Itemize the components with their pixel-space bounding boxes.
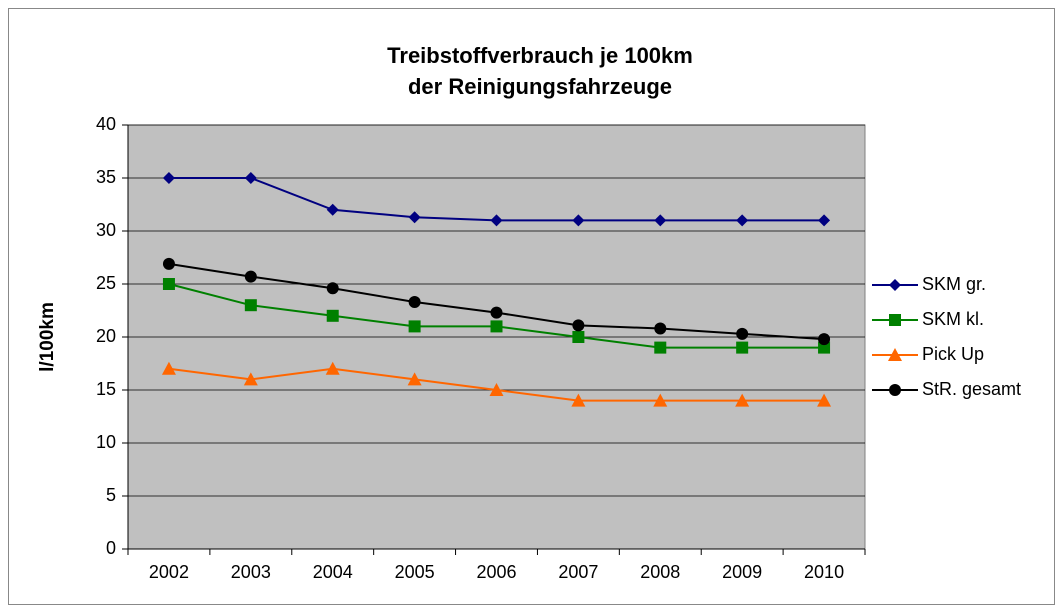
marker: [490, 214, 503, 227]
marker: [326, 282, 339, 295]
marker: [161, 361, 176, 375]
marker: [326, 203, 339, 216]
x-tick-label: 2003: [231, 562, 271, 582]
chart-title: Treibstoffverbrauch je 100km: [387, 43, 693, 68]
legend-label: Pick Up: [922, 344, 984, 364]
marker: [489, 383, 504, 396]
marker: [736, 341, 749, 354]
marker: [889, 314, 901, 326]
y-tick-label: 30: [96, 220, 116, 240]
marker: [490, 306, 503, 319]
x-tick-label: 2006: [476, 562, 516, 582]
marker: [736, 327, 749, 340]
marker: [244, 270, 257, 283]
marker: [818, 214, 831, 227]
marker: [244, 299, 257, 312]
marker: [653, 393, 668, 407]
marker: [408, 296, 421, 309]
x-tick-label: 2007: [558, 562, 598, 582]
marker: [407, 372, 422, 386]
marker: [889, 384, 901, 396]
y-tick-label: 20: [96, 326, 116, 346]
x-tick-label: 2010: [804, 562, 844, 582]
legend-label: StR. gesamt: [922, 379, 1021, 399]
marker: [325, 361, 340, 375]
marker: [244, 172, 257, 184]
y-tick-label: 35: [96, 167, 116, 187]
marker: [162, 172, 175, 184]
marker: [888, 348, 902, 361]
marker: [654, 322, 667, 335]
marker: [654, 214, 667, 227]
marker: [654, 341, 667, 354]
x-tick-label: 2008: [640, 562, 680, 582]
marker: [735, 393, 750, 407]
chart-title: der Reinigungsfahrzeuge: [408, 74, 672, 99]
y-axis-label: l/100km: [37, 302, 58, 372]
x-tick-label: 2009: [722, 562, 762, 582]
marker: [408, 211, 421, 224]
y-tick-label: 10: [96, 432, 116, 452]
marker: [162, 278, 175, 290]
legend-label: SKM gr.: [922, 274, 986, 294]
x-tick-label: 2004: [313, 562, 353, 582]
marker: [818, 341, 831, 354]
marker: [572, 214, 585, 227]
x-tick-label: 2002: [149, 562, 189, 582]
marker: [818, 333, 831, 346]
y-tick-label: 0: [106, 538, 116, 558]
marker: [490, 320, 503, 333]
y-tick-label: 40: [96, 114, 116, 134]
marker: [326, 309, 339, 322]
marker: [162, 257, 175, 270]
marker: [817, 393, 832, 407]
marker: [572, 319, 585, 332]
legend-label: SKM kl.: [922, 309, 984, 329]
marker: [572, 331, 585, 343]
y-tick-label: 5: [106, 485, 116, 505]
marker: [889, 279, 901, 291]
y-tick-label: 25: [96, 273, 116, 293]
marker: [571, 393, 586, 407]
y-tick-label: 15: [96, 379, 116, 399]
marker: [408, 320, 421, 333]
marker: [243, 372, 258, 386]
x-tick-label: 2005: [395, 562, 435, 582]
marker: [736, 214, 749, 227]
